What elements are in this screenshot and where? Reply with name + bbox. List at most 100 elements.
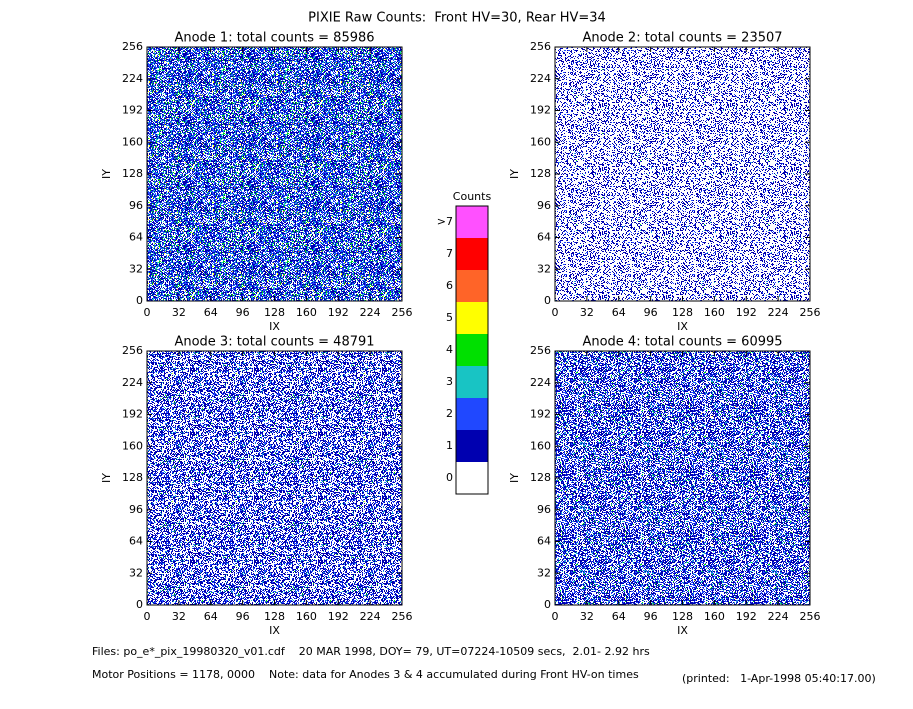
x-tick-label: 160	[704, 306, 725, 319]
x-axis-label: IX	[677, 320, 688, 333]
y-tick-label: 256	[530, 344, 551, 357]
y-tick-label: 256	[530, 40, 551, 53]
y-tick-label: 64	[129, 231, 143, 244]
heatmap-image	[147, 351, 402, 605]
x-tick-label: 256	[392, 306, 413, 319]
x-tick-label: 96	[236, 610, 250, 623]
colorbar-title: Counts	[453, 190, 492, 203]
colorbar-swatch	[456, 206, 488, 238]
footer-printed: (printed: 1-Apr-1998 05:40:17.00)	[682, 672, 876, 685]
x-tick-label: 256	[392, 610, 413, 623]
colorbar-label: 2	[446, 407, 453, 420]
colorbar-swatch	[456, 462, 488, 494]
y-tick-label: 0	[544, 294, 551, 307]
y-tick-label: 128	[122, 471, 143, 484]
x-tick-label: 0	[552, 306, 559, 319]
colorbar-label: 1	[446, 439, 453, 452]
x-axis-label: IX	[269, 624, 280, 637]
x-tick-label: 64	[612, 306, 626, 319]
colorbar-label: 7	[446, 247, 453, 260]
y-tick-label: 64	[129, 535, 143, 548]
x-tick-label: 224	[768, 610, 789, 623]
x-axis-label: IX	[269, 320, 280, 333]
y-tick-label: 192	[122, 408, 143, 421]
y-tick-label: 96	[129, 503, 143, 516]
colorbar-label: 0	[446, 471, 453, 484]
panel-title: Anode 2: total counts = 23507	[582, 31, 782, 46]
x-tick-label: 32	[172, 306, 186, 319]
colorbar-swatch	[456, 366, 488, 398]
x-tick-label: 0	[144, 306, 151, 319]
panel-title: Anode 3: total counts = 48791	[174, 335, 374, 350]
heatmap-image	[555, 351, 810, 605]
y-tick-label: 64	[537, 231, 551, 244]
x-tick-label: 192	[736, 306, 757, 319]
x-tick-label: 96	[644, 610, 658, 623]
y-tick-label: 256	[122, 40, 143, 53]
colorbar-label: 3	[446, 375, 453, 388]
y-tick-label: 0	[136, 598, 143, 611]
y-tick-label: 160	[530, 135, 551, 148]
y-tick-label: 192	[530, 104, 551, 117]
y-tick-label: 96	[129, 199, 143, 212]
y-tick-label: 224	[530, 72, 551, 85]
y-tick-label: 0	[136, 294, 143, 307]
colorbar-label: 6	[446, 279, 453, 292]
x-tick-label: 192	[328, 306, 349, 319]
x-tick-label: 64	[204, 306, 218, 319]
colorbar-frame	[455, 205, 489, 495]
y-tick-label: 160	[122, 135, 143, 148]
x-tick-label: 128	[672, 306, 693, 319]
y-tick-label: 64	[537, 535, 551, 548]
y-tick-label: 96	[537, 503, 551, 516]
colorbar-swatch	[456, 270, 488, 302]
x-tick-label: 64	[204, 610, 218, 623]
y-tick-label: 128	[530, 167, 551, 180]
x-tick-label: 256	[800, 306, 821, 319]
x-tick-label: 32	[580, 306, 594, 319]
y-tick-label: 256	[122, 344, 143, 357]
x-tick-label: 128	[672, 610, 693, 623]
colorbar-swatch	[456, 334, 488, 366]
x-tick-label: 96	[644, 306, 658, 319]
y-tick-label: 32	[129, 262, 143, 275]
colorbar-swatch	[456, 430, 488, 462]
y-axis-label: IY	[100, 473, 113, 483]
y-tick-label: 128	[530, 471, 551, 484]
y-tick-label: 192	[530, 408, 551, 421]
x-tick-label: 224	[768, 306, 789, 319]
y-tick-label: 224	[122, 72, 143, 85]
colorbar-swatch	[456, 302, 488, 334]
y-tick-label: 128	[122, 167, 143, 180]
heatmap-image	[147, 47, 402, 301]
y-tick-label: 0	[544, 598, 551, 611]
y-tick-label: 160	[122, 439, 143, 452]
x-tick-label: 160	[296, 306, 317, 319]
y-tick-label: 32	[129, 566, 143, 579]
heatmap-image	[555, 47, 810, 301]
y-tick-label: 32	[537, 566, 551, 579]
y-tick-label: 192	[122, 104, 143, 117]
x-tick-label: 128	[264, 610, 285, 623]
panel-title: Anode 1: total counts = 85986	[174, 31, 374, 46]
y-axis-label: IY	[508, 473, 521, 483]
x-axis-label: IX	[677, 624, 688, 637]
figure-title: PIXIE Raw Counts: Front HV=30, Rear HV=3…	[308, 11, 606, 26]
colorbar-label: 4	[446, 343, 453, 356]
x-tick-label: 224	[360, 306, 381, 319]
footer-files: Files: po_e*_pix_19980320_v01.cdf 20 MAR…	[92, 645, 650, 658]
x-tick-label: 0	[144, 610, 151, 623]
y-tick-label: 224	[530, 376, 551, 389]
y-tick-label: 160	[530, 439, 551, 452]
panel-title: Anode 4: total counts = 60995	[582, 335, 782, 350]
y-tick-label: 32	[537, 262, 551, 275]
x-tick-label: 32	[172, 610, 186, 623]
x-tick-label: 192	[328, 610, 349, 623]
x-tick-label: 0	[552, 610, 559, 623]
y-axis-label: IY	[508, 169, 521, 179]
x-tick-label: 192	[736, 610, 757, 623]
y-axis-label: IY	[100, 169, 113, 179]
x-tick-label: 160	[296, 610, 317, 623]
colorbar-label: >7	[437, 215, 453, 228]
